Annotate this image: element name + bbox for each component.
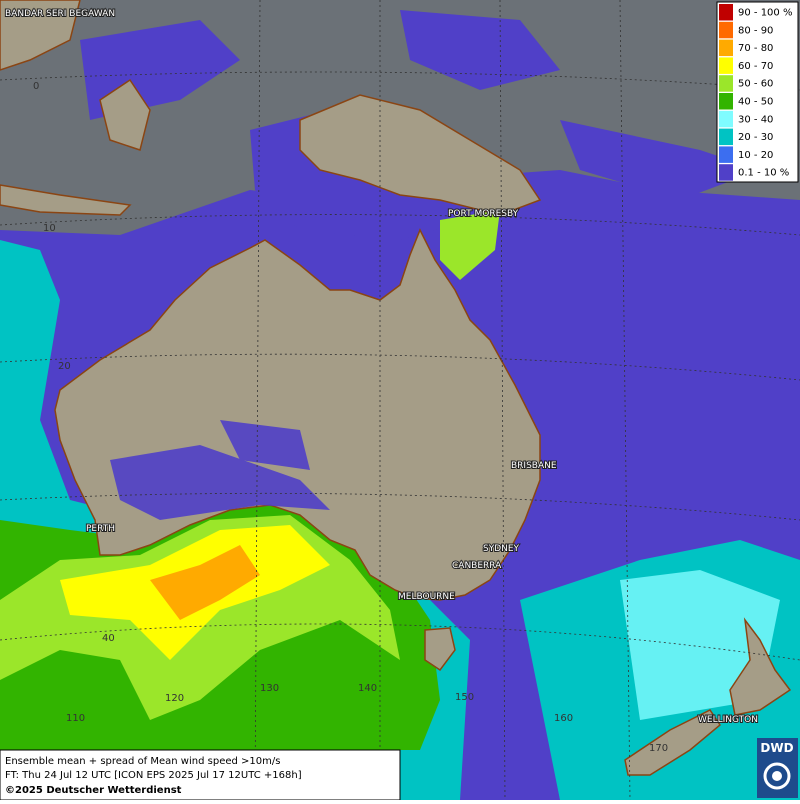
logo-icon (763, 762, 791, 790)
city-label: PERTH (86, 524, 115, 534)
footer-line: ©2025 Deutscher Wetterdienst (5, 785, 182, 796)
legend-label: 20 - 30 (738, 132, 773, 143)
legend-label: 50 - 60 (738, 79, 773, 90)
legend-swatch (719, 75, 733, 92)
legend-swatch (719, 128, 733, 146)
field-top (150, 545, 260, 620)
grid-label: 160 (554, 713, 573, 724)
field-low-over-land (110, 420, 330, 520)
legend-label: 90 - 100 % (738, 8, 792, 19)
legend-swatch (719, 39, 733, 57)
city-label: BRISBANE (511, 461, 557, 471)
footer-line: FT: Thu 24 Jul 12 UTC [ICON EPS 2025 Jul… (5, 770, 302, 781)
footer-line: Ensemble mean + spread of Mean wind spee… (5, 756, 280, 767)
legend-swatch (719, 146, 733, 163)
city-label: PORT MORESBY (448, 209, 519, 219)
grid-label: 20 (58, 361, 71, 372)
grid-label: 10 (43, 223, 56, 234)
city-label: WELLINGTON (698, 715, 758, 725)
grid-label: 110 (66, 713, 85, 724)
grid-label: 0 (33, 81, 39, 92)
grid-label: 170 (649, 743, 668, 754)
logo-text: DWD (760, 741, 793, 755)
legend-swatch (719, 164, 733, 181)
grid-label: 40 (102, 633, 115, 644)
legend-swatch (719, 93, 733, 110)
legend-swatch (719, 4, 733, 21)
legend-label: 70 - 80 (738, 43, 773, 54)
city-label: MELBOURNE (398, 592, 455, 602)
grid-label: 130 (260, 683, 279, 694)
city-label: BANDAR SERI BEGAWAN (5, 9, 115, 19)
logo-icon (772, 771, 782, 781)
legend-label: 30 - 40 (738, 114, 773, 125)
field-low (80, 10, 760, 200)
grid-label: 150 (455, 692, 474, 703)
legend-swatch (719, 21, 733, 39)
legend-swatch (719, 110, 733, 128)
legend-label: 80 - 90 (738, 25, 773, 36)
city-label: CANBERRA (452, 561, 502, 571)
legend-label: 10 - 20 (738, 150, 773, 161)
field-high (440, 210, 500, 280)
grid-label: 120 (165, 693, 184, 704)
legend-label: 0.1 - 10 % (738, 168, 789, 179)
legend-swatch (719, 57, 733, 74)
legend-label: 40 - 50 (738, 97, 773, 108)
legend-label: 60 - 70 (738, 61, 773, 72)
grid-label: 140 (358, 683, 377, 694)
footer-box (0, 749, 401, 801)
city-label: SYDNEY (483, 544, 520, 554)
